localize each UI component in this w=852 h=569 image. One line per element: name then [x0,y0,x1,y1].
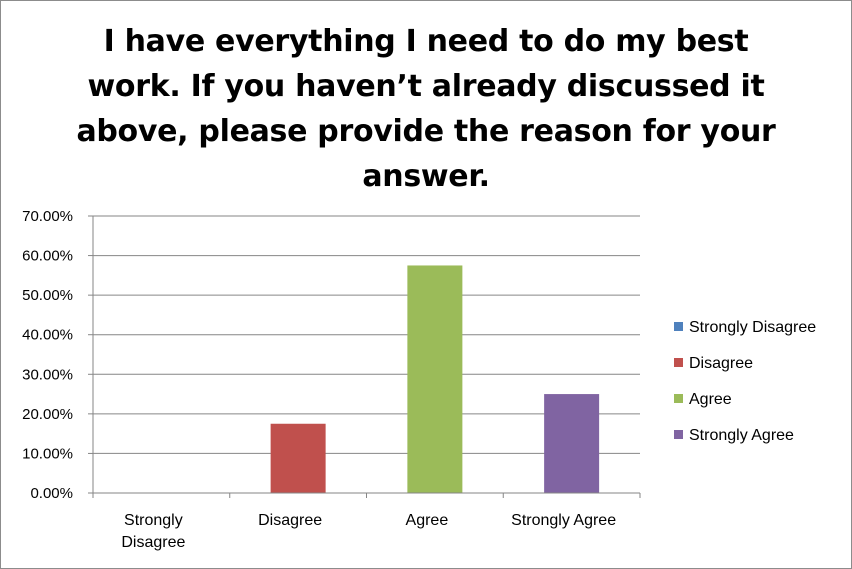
bar [544,394,600,493]
legend-swatch [674,430,683,439]
y-tick-label: 30.00% [22,366,73,383]
y-tick-label: 40.00% [22,327,73,344]
bar [270,423,326,493]
x-axis-tick-labels: Strongly Disagree Disagree Agree Strongly Ag… [121,512,616,551]
legend-label: Agree [689,391,732,408]
legend: Strongly Disagree Disagree Agree Strongly A… [674,319,816,444]
legend-label: Strongly Disagree [689,319,816,336]
chart-title: I have everything I need to do my best w… [76,24,776,194]
y-tick-label: 70.00% [22,208,73,225]
bar [407,265,463,493]
axes [88,215,641,498]
y-axis-tick-labels: 0.00% 10.00% 20.00% 30.00% 40.00% 50.00% 60.00… [22,208,73,502]
legend-label: Disagree [689,355,753,372]
x-tick-label: Disagree [121,534,185,551]
y-tick-label: 60.00% [22,248,73,265]
y-tick-label: 10.00% [22,445,73,462]
legend-label: Strongly Agree [689,427,794,444]
x-tick-label: Disagree [258,512,322,529]
legend-swatch [674,394,683,403]
y-tick-label: 0.00% [30,485,73,502]
legend-swatch [674,322,683,331]
y-tick-label: 50.00% [22,287,73,304]
y-tick-label: 20.00% [22,406,73,423]
bars [270,265,600,493]
x-tick-label: Agree [406,512,449,529]
x-tick-label: Strongly [124,512,183,529]
legend-swatch [674,358,683,367]
x-tick-label: Strongly Agree [511,512,616,529]
